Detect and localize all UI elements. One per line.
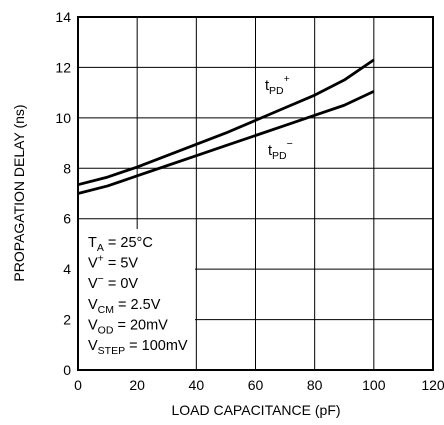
series-labels: tPD+ tPD− — [265, 73, 293, 162]
y-tick-label: 10 — [55, 110, 71, 126]
conditions-box — [79, 229, 195, 369]
x-tick-label: 0 — [74, 377, 82, 393]
y-tick-label: 12 — [55, 59, 71, 75]
y-tick-label: 8 — [63, 160, 71, 176]
y-tick-label: 2 — [63, 312, 71, 328]
series-line-tpd-minus — [77, 90, 375, 195]
condition-line: V− = 0V — [88, 273, 138, 292]
x-tick-label: 120 — [421, 377, 444, 393]
x-tick-label: 80 — [307, 377, 323, 393]
condition-line: V+ = 5V — [88, 253, 138, 272]
series-label-tpd-plus: tPD+ — [265, 73, 290, 97]
x-tick-label: 40 — [189, 377, 205, 393]
y-tick-label: 6 — [63, 211, 71, 227]
condition-line: VCM = 2.5V — [88, 297, 161, 316]
y-tick-label: 4 — [63, 261, 71, 277]
x-tick-labels: 0 20 40 60 80 100 120 — [74, 377, 444, 393]
condition-line: TA = 25°C — [88, 235, 153, 254]
y-tick-label: 14 — [55, 9, 71, 25]
series-line-tpd-plus — [77, 58, 375, 187]
x-tick-label: 60 — [248, 377, 264, 393]
y-tick-labels: 0 2 4 6 8 10 12 14 — [55, 9, 71, 378]
x-tick-label: 100 — [362, 377, 386, 393]
plot-frame — [77, 16, 434, 371]
series-lines — [77, 58, 375, 195]
condition-line: VSTEP = 100mV — [88, 338, 188, 357]
x-tick-label: 20 — [129, 377, 145, 393]
y-tick-label: 0 — [63, 362, 71, 378]
y-axis-title: PROPAGATION DELAY (ns) — [11, 104, 27, 281]
x-axis-title: LOAD CAPACITANCE (pF) — [171, 402, 340, 418]
series-label-tpd-minus: tPD− — [268, 138, 293, 162]
condition-line: VOD = 20mV — [88, 317, 168, 336]
